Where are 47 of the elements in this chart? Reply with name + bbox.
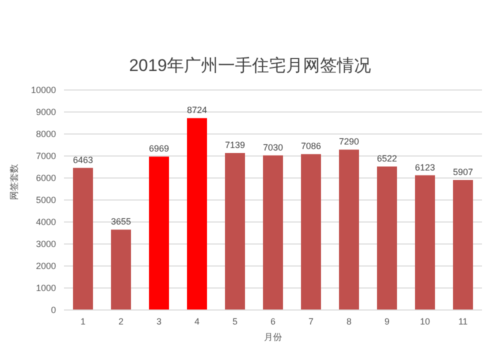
data-label: 6969 <box>148 144 170 154</box>
y-tick-label: 9000 <box>36 107 56 118</box>
x-tick-label: 10 <box>420 316 430 326</box>
x-tick-label: 11 <box>458 316 468 326</box>
bar <box>339 150 359 310</box>
bar <box>301 154 321 310</box>
bar <box>73 168 93 310</box>
bar <box>415 175 435 310</box>
chart-title: 2019年广州一手住宅月网签情况 <box>128 55 372 77</box>
y-tick-label: 8000 <box>36 129 56 140</box>
y-axis-title: 网签套数 <box>9 164 20 200</box>
x-tick-label: 2 <box>118 316 124 326</box>
y-tick-label: 4000 <box>36 217 56 228</box>
bar <box>187 118 207 310</box>
x-tick-label: 8 <box>346 316 352 326</box>
y-tick-label: 3000 <box>36 239 56 250</box>
data-label: 7290 <box>338 136 360 147</box>
bar <box>263 155 283 310</box>
data-label: 7030 <box>262 142 284 152</box>
x-tick-label: 7 <box>308 316 314 326</box>
y-tick-label: 10000 <box>30 85 56 96</box>
x-tick-label: 1 <box>80 316 86 326</box>
data-label: 3655 <box>110 216 132 227</box>
y-tick-label: 0 <box>50 305 56 316</box>
data-label: 5907 <box>452 167 474 178</box>
data-label: 8724 <box>186 105 208 116</box>
data-label: 6522 <box>376 154 398 164</box>
x-tick-label: 5 <box>232 316 238 326</box>
x-tick-label: 3 <box>156 316 162 326</box>
x-tick-label: 9 <box>384 316 390 326</box>
data-label: 7139 <box>224 140 246 150</box>
y-tick-label: 7000 <box>36 151 56 162</box>
y-tick-label: 2000 <box>36 261 56 272</box>
bar <box>149 156 169 310</box>
x-tick-label: 4 <box>194 316 200 326</box>
bar <box>225 152 245 310</box>
y-tick-label: 5000 <box>36 195 56 206</box>
bar <box>453 180 473 310</box>
data-label: 7086 <box>300 141 322 152</box>
x-axis-title: 月份 <box>264 332 282 342</box>
bar <box>111 230 131 310</box>
data-label: 6463 <box>72 154 94 165</box>
data-label: 6123 <box>414 162 436 172</box>
x-tick-label: 6 <box>270 316 276 326</box>
y-tick-label: 6000 <box>36 173 56 184</box>
bar <box>377 166 397 310</box>
y-tick-label: 1000 <box>36 283 56 294</box>
